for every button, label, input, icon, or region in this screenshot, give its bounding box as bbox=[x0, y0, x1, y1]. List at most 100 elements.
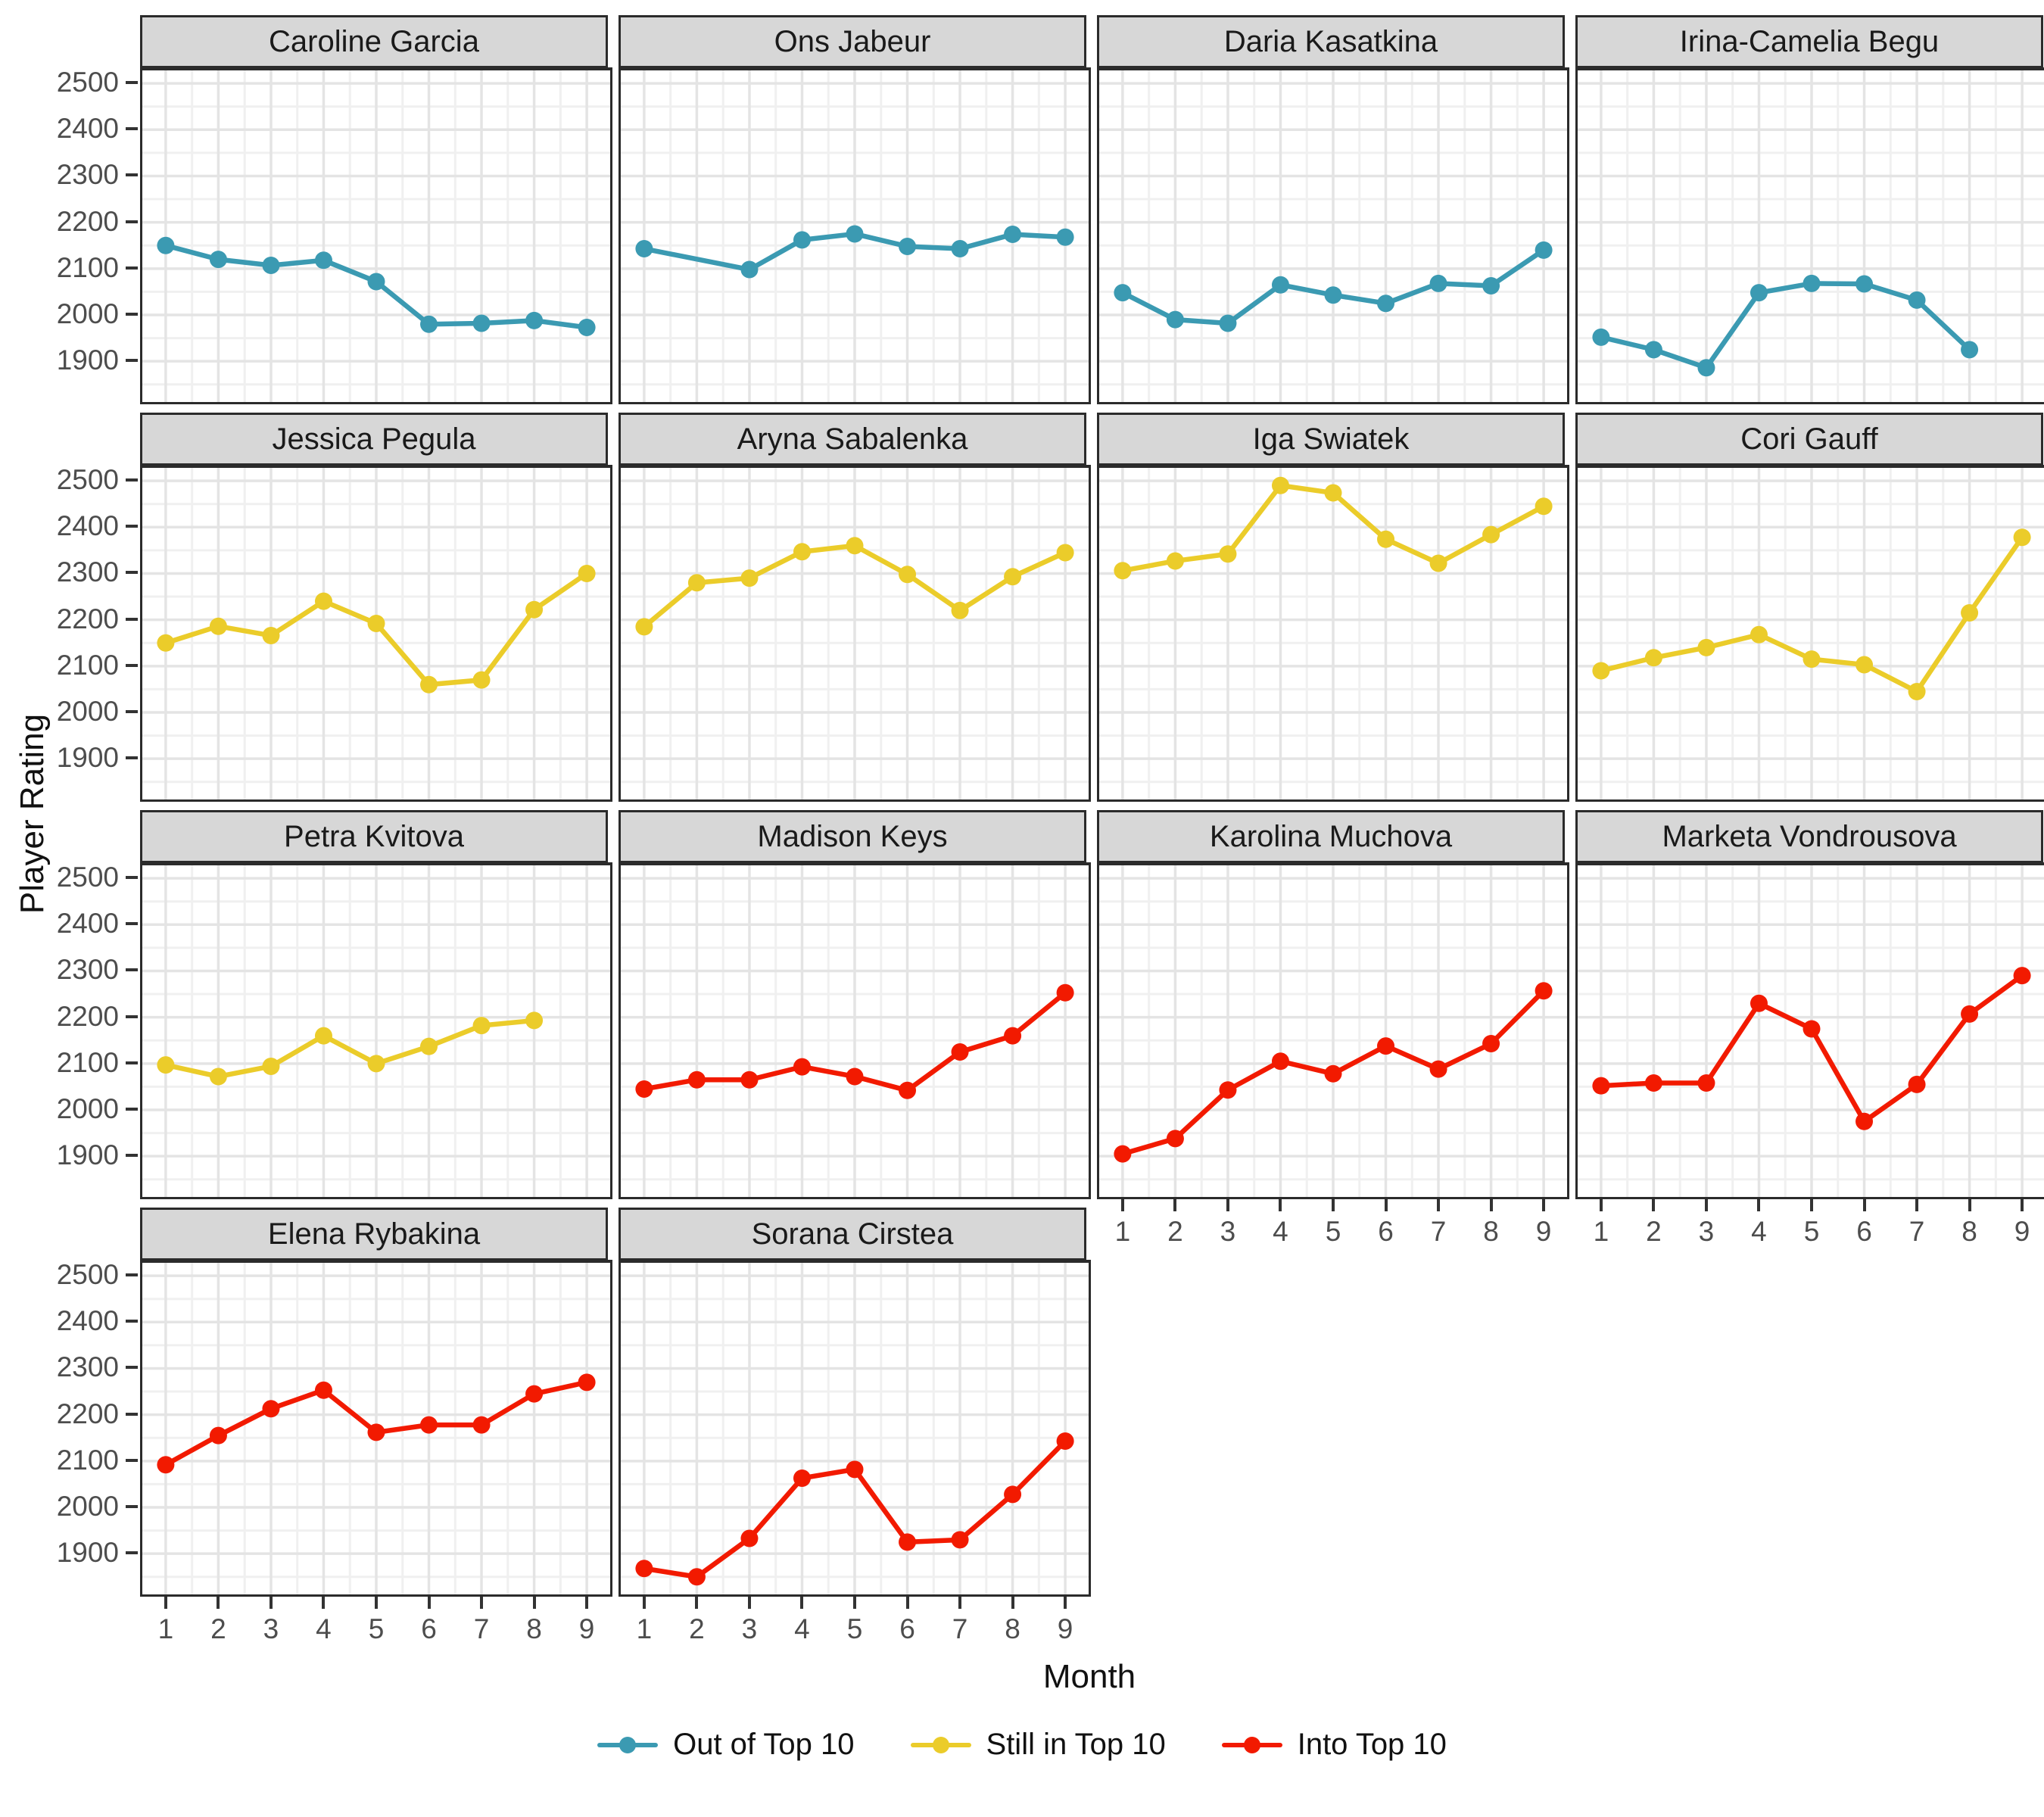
x-tick-label: 2 bbox=[210, 1613, 226, 1644]
x-tick-label: 9 bbox=[578, 1613, 595, 1644]
x-tick-mark bbox=[1384, 1199, 1388, 1211]
data-point bbox=[420, 1416, 438, 1434]
x-tick-mark bbox=[1279, 1199, 1282, 1211]
facet-marketa-vondrousova: Marketa Vondrousova 1 2 3 4 5 6 7 8 9 bbox=[1575, 810, 2044, 1247]
x-tick-label: 8 bbox=[526, 1613, 542, 1644]
y-tick-mark bbox=[126, 220, 138, 223]
y-tick-mark bbox=[126, 1014, 138, 1018]
y-tick-mark bbox=[126, 922, 138, 926]
x-tick-label: 1 bbox=[157, 1613, 174, 1644]
x-tick-mark bbox=[1968, 1199, 1971, 1211]
legend-key-icon bbox=[910, 1728, 971, 1762]
data-point bbox=[846, 225, 864, 243]
x-tick-mark bbox=[269, 1597, 273, 1609]
facet-panel bbox=[1097, 862, 1569, 1199]
y-tick-label: 2500 bbox=[56, 1259, 119, 1291]
facet-title: Madison Keys bbox=[757, 819, 948, 853]
data-point bbox=[314, 592, 332, 610]
data-point bbox=[1324, 1064, 1342, 1083]
legend-label: Into Top 10 bbox=[1297, 1728, 1447, 1761]
y-tick-label: 2300 bbox=[56, 556, 119, 588]
x-tick-label: 2 bbox=[1646, 1216, 1662, 1247]
x-tick-label: 5 bbox=[1325, 1216, 1341, 1247]
x-tick-mark bbox=[1489, 1199, 1493, 1211]
data-point bbox=[209, 1067, 227, 1086]
facet-strip: Sorana Cirstea bbox=[618, 1208, 1086, 1261]
data-point bbox=[899, 1533, 917, 1551]
data-point bbox=[2013, 967, 2031, 985]
facet-panel bbox=[1097, 67, 1569, 404]
data-point bbox=[1535, 497, 1553, 516]
facet-daria-kasatkina: Daria Kasatkina bbox=[1097, 15, 1569, 404]
x-tick-label: 8 bbox=[1961, 1216, 1977, 1247]
data-point bbox=[420, 315, 438, 333]
x-tick-label: 3 bbox=[741, 1613, 758, 1644]
data-point bbox=[1166, 552, 1184, 570]
data-point bbox=[525, 1011, 544, 1030]
data-point bbox=[1219, 545, 1237, 563]
facet-title: Irina-Camelia Begu bbox=[1679, 24, 1940, 58]
y-axis-title-wrap: Player Rating bbox=[5, 0, 61, 1628]
data-point bbox=[2013, 528, 2031, 547]
x-tick-mark bbox=[1915, 1199, 1919, 1211]
x-tick-label: 6 bbox=[1378, 1216, 1394, 1247]
facet-petra-kvitova: Petra Kvitova 1900 2000 2100 2200 2300 2400 250… bbox=[57, 810, 612, 1199]
data-point bbox=[1855, 656, 1874, 674]
data-point bbox=[1004, 568, 1022, 586]
facet-title: Ons Jabeur bbox=[774, 24, 931, 58]
facet-title: Karolina Muchova bbox=[1209, 819, 1453, 853]
facet-panel bbox=[140, 1260, 612, 1597]
data-point bbox=[635, 618, 653, 636]
y-tick-mark bbox=[126, 571, 138, 575]
data-point bbox=[1535, 982, 1553, 1000]
x-tick-label: 9 bbox=[1057, 1613, 1073, 1644]
x-tick-label: 9 bbox=[2014, 1216, 2030, 1247]
y-tick-mark bbox=[126, 1551, 138, 1555]
y-tick-mark bbox=[126, 525, 138, 528]
x-tick-label: 7 bbox=[1430, 1216, 1447, 1247]
data-point bbox=[1377, 530, 1395, 548]
data-point bbox=[314, 251, 332, 270]
y-tick-mark bbox=[126, 709, 138, 713]
data-point bbox=[262, 626, 280, 644]
x-tick-label: 4 bbox=[1751, 1216, 1767, 1247]
facet-title: Daria Kasatkina bbox=[1223, 24, 1438, 58]
data-point bbox=[1114, 562, 1132, 580]
data-point bbox=[1004, 1485, 1022, 1504]
data-point bbox=[157, 236, 175, 254]
data-point bbox=[1219, 314, 1237, 332]
x-tick-label: 6 bbox=[421, 1613, 437, 1644]
data-point bbox=[1592, 328, 1610, 346]
data-point bbox=[1482, 525, 1500, 544]
facet-strip: Madison Keys bbox=[618, 810, 1086, 863]
data-point bbox=[793, 1469, 811, 1487]
facet-strip: Cori Gauff bbox=[1575, 413, 2043, 466]
x-tick-label: 4 bbox=[794, 1613, 810, 1644]
y-tick-mark bbox=[126, 478, 138, 482]
y-tick-label: 2300 bbox=[56, 159, 119, 191]
data-point bbox=[1592, 662, 1610, 680]
legend-item-out-of-top-10: Out of Top 10 bbox=[597, 1728, 855, 1762]
data-point bbox=[951, 601, 969, 619]
facet-panel bbox=[1575, 67, 2044, 404]
x-tick-mark bbox=[2021, 1199, 2024, 1211]
x-tick-mark bbox=[747, 1597, 751, 1609]
data-point bbox=[1004, 1027, 1022, 1045]
facet-strip: Irina-Camelia Begu bbox=[1575, 15, 2043, 68]
data-point bbox=[472, 314, 491, 332]
x-tick-label: 5 bbox=[1803, 1216, 1820, 1247]
y-tick-mark bbox=[126, 1320, 138, 1323]
data-point bbox=[1114, 1145, 1132, 1163]
data-point bbox=[209, 1426, 227, 1445]
y-tick-mark bbox=[126, 756, 138, 760]
facet-panel bbox=[1097, 465, 1569, 802]
data-point bbox=[1271, 1052, 1289, 1071]
y-tick-mark bbox=[126, 1458, 138, 1462]
x-tick-label: 2 bbox=[689, 1613, 705, 1644]
y-tick-mark bbox=[126, 266, 138, 270]
y-tick-mark bbox=[126, 1061, 138, 1064]
facet-title: Petra Kvitova bbox=[284, 819, 464, 853]
y-tick-label: 2300 bbox=[56, 1351, 119, 1383]
x-tick-label: 9 bbox=[1535, 1216, 1552, 1247]
